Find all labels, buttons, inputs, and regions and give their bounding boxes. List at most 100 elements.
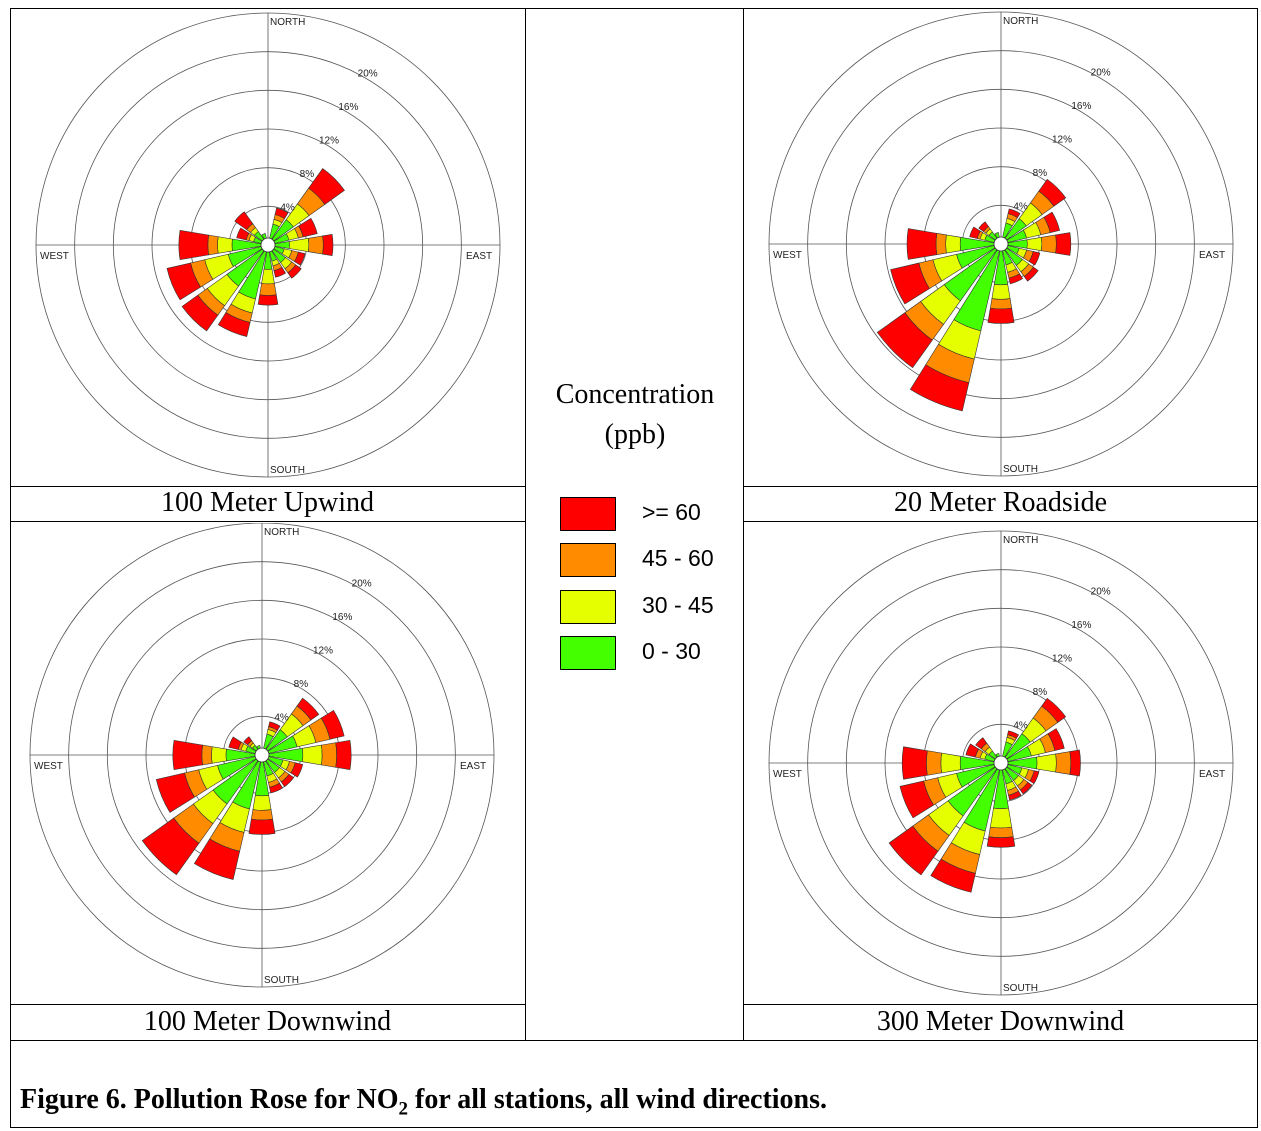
wedge-W-bin3: [901, 746, 928, 780]
divider-right-plot2-bottom: [743, 1004, 1258, 1005]
caption-prefix: Figure 6. Pollution Rose for NO: [20, 1084, 399, 1115]
wedge-E-bin2: [1040, 234, 1057, 254]
wedge-SE-bin3: [287, 264, 302, 279]
wedge-WSW-bin3: [166, 262, 201, 301]
label-east: EAST: [466, 251, 492, 262]
label-west: WEST: [40, 251, 69, 262]
divider-left-plot2-bottom: [10, 1004, 525, 1005]
wedge-SSW-bin3: [930, 858, 976, 893]
ring-label-8: 8%: [1033, 687, 1048, 698]
wedge-NNE-bin3: [1007, 208, 1021, 218]
wedge-E-bin1: [288, 237, 310, 253]
wedge-WNW-bin3: [236, 227, 250, 241]
ring-label-8: 8%: [1033, 168, 1048, 179]
label-east: EAST: [460, 761, 486, 772]
wedge-E-bin3: [1069, 749, 1081, 777]
wedge-SE-bin3: [1023, 266, 1039, 282]
label-south: SOUTH: [1003, 983, 1038, 994]
rose-300m-downwind: 4% 8% 12% 16% 20% NORTH SOUTH WEST EAST: [745, 523, 1257, 1004]
wedge-W-bin3: [172, 740, 203, 770]
legend-swatch-45-60: [560, 543, 616, 577]
wedge-E-bin3: [335, 740, 352, 770]
wedge-W-bin1: [940, 752, 962, 774]
wedge-ESE-bin3: [1028, 251, 1041, 266]
wedge-W-bin1: [945, 234, 962, 254]
wedge-NNE-bin3: [274, 207, 289, 219]
wedge-SW-bin3: [141, 817, 200, 876]
wedge-E-bin1: [1036, 753, 1057, 773]
wedge-NE-bin3: [308, 168, 345, 205]
wedge-NNE-bin3: [268, 721, 281, 731]
wedge-WSW-bin3: [890, 262, 930, 305]
wedge-ENE-bin3: [1043, 211, 1060, 233]
wedge-NNE-bin3: [1007, 730, 1019, 739]
wedge-W-bin2: [207, 234, 219, 256]
ring-label-20: 20%: [352, 578, 372, 589]
ring-label-8: 8%: [300, 169, 315, 180]
wedge-ENE-bin3: [320, 709, 345, 740]
divider-right-label-bottom: [743, 521, 1258, 522]
wedge-NE-bin3: [296, 697, 320, 721]
ring-label-4: 4%: [1013, 201, 1028, 212]
wedge-S-bin2: [250, 809, 274, 821]
rose-300m-downwind-svg: 4% 8% 12% 16% 20% NORTH SOUTH WEST EAST: [768, 530, 1234, 996]
rose-center: [260, 237, 276, 253]
wedge-SSE-bin3: [273, 266, 286, 278]
label-east: EAST: [1199, 769, 1225, 780]
wedge-W-bin2: [201, 744, 213, 766]
divider-right: [743, 8, 744, 1041]
wedge-SSW-bin3: [193, 838, 241, 880]
label-east: EAST: [1199, 250, 1225, 261]
wedge-W-bin1: [217, 236, 233, 254]
wedge-WNW-bin3: [228, 736, 242, 750]
ring-label-12: 12%: [1052, 134, 1072, 145]
panel-label-300m-downwind: 300 Meter Downwind: [876, 1006, 1125, 1037]
wedge-SSW-bin3: [217, 312, 251, 337]
wedge-S-bin2: [988, 826, 1014, 838]
divider-right-plot-bottom: [743, 486, 1258, 487]
wedge-S-bin3: [987, 307, 1015, 324]
label-west: WEST: [34, 761, 63, 772]
wedge-E-bin2: [321, 742, 337, 768]
wedge-SW-bin3: [876, 312, 933, 369]
wedge-SE-bin3: [280, 773, 295, 788]
rose-center: [993, 755, 1009, 771]
panel-label-20m-roadside: 20 Meter Roadside: [893, 487, 1108, 518]
wedge-E-bin2: [1055, 751, 1072, 775]
label-north: NORTH: [270, 17, 305, 28]
wedge-S-bin1: [991, 283, 1011, 300]
wedge-NE-bin3: [1041, 697, 1067, 723]
wedge-ESE-bin3: [294, 251, 306, 266]
legend-swatch-ge60: [560, 497, 616, 531]
ring-label-16: 16%: [1071, 620, 1091, 631]
wedge-W-bin3: [178, 230, 209, 260]
wedge-W-bin3: [906, 228, 938, 260]
wedge-W-bin2: [935, 232, 947, 256]
wedge-S-bin1: [261, 268, 275, 285]
label-north: NORTH: [264, 527, 299, 538]
ring-label-12: 12%: [313, 645, 333, 656]
rose-center: [254, 747, 270, 763]
legend-label-ge60: >= 60: [642, 499, 701, 525]
legend-title-line1: Concentration: [555, 379, 715, 410]
wedge-S-bin3: [986, 836, 1016, 848]
divider-caption-top: [10, 1040, 1258, 1041]
wedge-ESE-bin3: [290, 762, 304, 778]
ring-label-20: 20%: [358, 68, 378, 79]
wedge-WNW-bin3: [969, 226, 981, 239]
label-north: NORTH: [1003, 535, 1038, 546]
wedge-E-bin1: [1026, 236, 1043, 252]
legend-label-45-60: 45 - 60: [642, 545, 714, 571]
ring-label-4: 4%: [1013, 720, 1028, 731]
wedge-NW-bin3: [243, 736, 253, 746]
wedge-SSE-bin3: [1008, 273, 1024, 285]
rose-center: [993, 236, 1009, 252]
divider-left-plot-bottom: [10, 486, 525, 487]
wedge-NW-bin3: [975, 737, 988, 750]
wedge-S-bin1: [252, 794, 272, 811]
wedge-E-bin2: [307, 235, 324, 255]
wedge-S-bin3: [248, 818, 276, 835]
ring-label-16: 16%: [332, 612, 352, 623]
rose-20m-roadside-svg: 4% 8% 12% 16% 20% NORTH SOUTH WEST EAST: [768, 11, 1234, 477]
caption-subscript: 2: [398, 1098, 409, 1120]
